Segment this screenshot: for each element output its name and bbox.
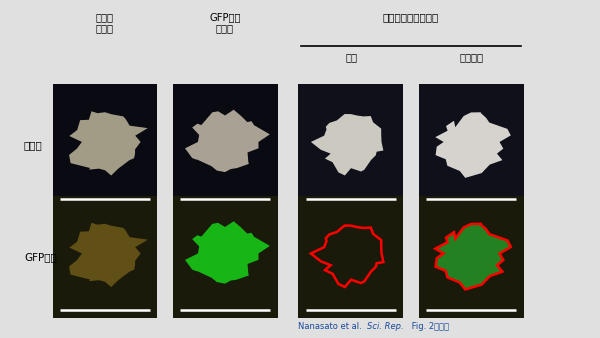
Text: GFP蛍光: GFP蛍光 — [24, 252, 57, 262]
Polygon shape — [311, 114, 383, 175]
Bar — [173, 84, 277, 206]
Polygon shape — [436, 224, 511, 289]
Bar — [298, 196, 403, 318]
Polygon shape — [185, 110, 270, 172]
Polygon shape — [69, 111, 148, 175]
Text: 野生型
細胞塡: 野生型 細胞塡 — [96, 12, 114, 33]
Bar — [53, 196, 157, 318]
Text: 改変: 改変 — [345, 52, 357, 63]
Text: Nanasato et al.: Nanasato et al. — [298, 322, 365, 331]
Text: Fig. 2を改変: Fig. 2を改変 — [409, 322, 449, 331]
Bar — [419, 84, 523, 206]
Text: 明視野: 明視野 — [24, 140, 43, 150]
Bar — [173, 196, 277, 318]
Polygon shape — [69, 223, 148, 287]
Text: GFP導入
細胞塑: GFP導入 細胞塑 — [209, 12, 241, 33]
Bar — [298, 84, 403, 206]
Polygon shape — [436, 112, 511, 178]
Bar — [53, 84, 157, 206]
Polygon shape — [185, 221, 270, 284]
Text: 一部改変: 一部改変 — [459, 52, 483, 63]
Text: Sci. Rep.: Sci. Rep. — [367, 322, 404, 331]
Bar — [419, 196, 523, 318]
Text: ゲノム編集細胞系統: ゲノム編集細胞系統 — [383, 12, 439, 22]
